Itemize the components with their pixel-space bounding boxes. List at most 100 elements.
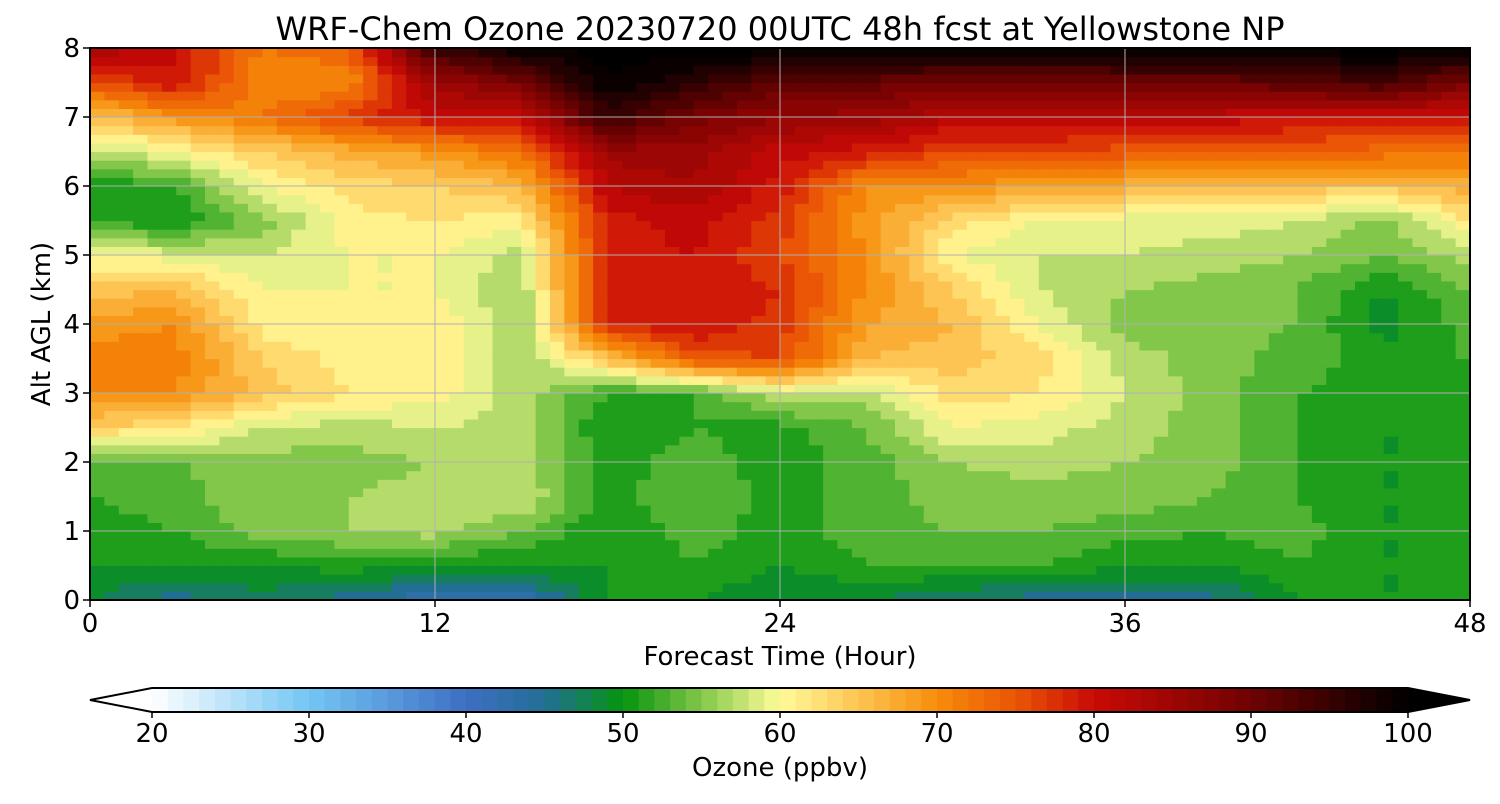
heatmap-cell	[1268, 436, 1284, 446]
heatmap-cell	[363, 384, 379, 394]
heatmap-cell	[1340, 427, 1356, 437]
heatmap-cell	[1326, 263, 1342, 273]
heatmap-cell	[823, 479, 839, 489]
heatmap-cell	[593, 289, 609, 299]
heatmap-cell	[1340, 453, 1356, 463]
heatmap-cell	[751, 418, 767, 429]
heatmap-cell	[1211, 513, 1227, 523]
heatmap-cell	[176, 444, 192, 454]
heatmap-cell	[1196, 453, 1212, 463]
heatmap-cell	[1268, 341, 1284, 351]
heatmap-cell	[665, 220, 680, 230]
heatmap-cell	[952, 393, 968, 403]
heatmap-cell	[1412, 349, 1428, 360]
heatmap-cell	[938, 280, 954, 291]
heatmap-cell	[1096, 237, 1112, 247]
heatmap-cell	[550, 444, 565, 454]
heatmap-cell	[435, 168, 450, 178]
heatmap-cell	[420, 384, 436, 394]
heatmap-cell	[1125, 211, 1140, 222]
heatmap-cell	[923, 186, 939, 196]
heatmap-cell	[406, 479, 422, 489]
heatmap-cell	[693, 160, 709, 170]
heatmap-cell	[176, 289, 192, 299]
heatmap-cell	[535, 505, 551, 515]
heatmap-cell	[923, 289, 939, 299]
heatmap-cell	[190, 255, 206, 265]
heatmap-cell	[463, 513, 479, 523]
heatmap-cell	[708, 522, 724, 532]
heatmap-cell	[219, 289, 235, 299]
heatmap-cell	[1067, 539, 1083, 549]
heatmap-cell	[607, 211, 623, 222]
heatmap-cell	[1110, 556, 1126, 567]
heatmap-cell	[1283, 168, 1299, 178]
heatmap-cell	[880, 444, 896, 454]
heatmap-cell	[1426, 246, 1442, 256]
heatmap-cell	[406, 582, 422, 592]
heatmap-cell	[492, 306, 508, 316]
heatmap-cell	[492, 168, 508, 178]
heatmap-cell	[1340, 220, 1356, 230]
heatmap-cell	[320, 487, 335, 498]
heatmap-cell	[578, 410, 594, 420]
heatmap-cell	[578, 280, 594, 291]
heatmap-cell	[938, 306, 954, 316]
heatmap-cell	[1038, 436, 1054, 446]
heatmap-cell	[291, 306, 307, 316]
heatmap-cell	[765, 151, 781, 161]
heatmap-cell	[808, 289, 824, 299]
heatmap-cell	[291, 177, 307, 187]
heatmap-cell	[363, 332, 379, 342]
heatmap-cell	[391, 168, 407, 178]
heatmap-cell	[276, 496, 292, 506]
heatmap-cell	[995, 393, 1011, 403]
heatmap-cell	[219, 565, 235, 575]
heatmap-cell	[147, 246, 163, 256]
heatmap-cell	[693, 574, 709, 584]
heatmap-cell	[923, 280, 939, 291]
heatmap-cell	[1254, 263, 1270, 273]
heatmap-cell	[435, 341, 450, 351]
heatmap-cell	[851, 427, 867, 437]
heatmap-cell	[895, 194, 910, 204]
heatmap-cell	[1067, 401, 1083, 411]
heatmap-cell	[506, 237, 522, 247]
heatmap-cell	[90, 591, 105, 600]
heatmap-cell	[1038, 393, 1054, 403]
heatmap-cell	[262, 220, 278, 230]
heatmap-cell	[981, 548, 997, 558]
heatmap-cell	[866, 418, 882, 429]
heatmap-cell	[1225, 487, 1241, 498]
heatmap-cell	[593, 496, 609, 506]
heatmap-cell	[233, 237, 249, 247]
heatmap-cell	[463, 522, 479, 532]
heatmap-cell	[679, 487, 695, 498]
heatmap-cell	[966, 289, 982, 299]
heatmap-cell	[808, 168, 824, 178]
heatmap-cell	[1441, 418, 1457, 429]
heatmap-cell	[909, 548, 925, 558]
heatmap-cell	[722, 168, 738, 178]
heatmap-cell	[90, 211, 105, 222]
heatmap-cell	[607, 462, 623, 472]
heatmap-cell	[909, 401, 925, 411]
heatmap-cell	[1268, 393, 1284, 403]
heatmap-cell	[708, 349, 724, 360]
heatmap-cell	[1225, 315, 1241, 325]
heatmap-cell	[449, 177, 465, 187]
heatmap-cell	[1398, 462, 1414, 472]
heatmap-cell	[981, 220, 997, 230]
heatmap-cell	[1340, 332, 1356, 342]
heatmap-cell	[1081, 531, 1097, 541]
heatmap-cell	[104, 367, 120, 377]
heatmap-cell	[521, 341, 537, 351]
heatmap-cell	[521, 427, 537, 437]
heatmap-cell	[650, 246, 666, 256]
heatmap-cell	[1038, 574, 1054, 584]
heatmap-cell	[205, 470, 220, 480]
heatmap-cell	[1369, 384, 1385, 394]
heatmap-cell	[320, 513, 335, 523]
heatmap-cell	[621, 591, 637, 600]
heatmap-cell	[995, 160, 1011, 170]
